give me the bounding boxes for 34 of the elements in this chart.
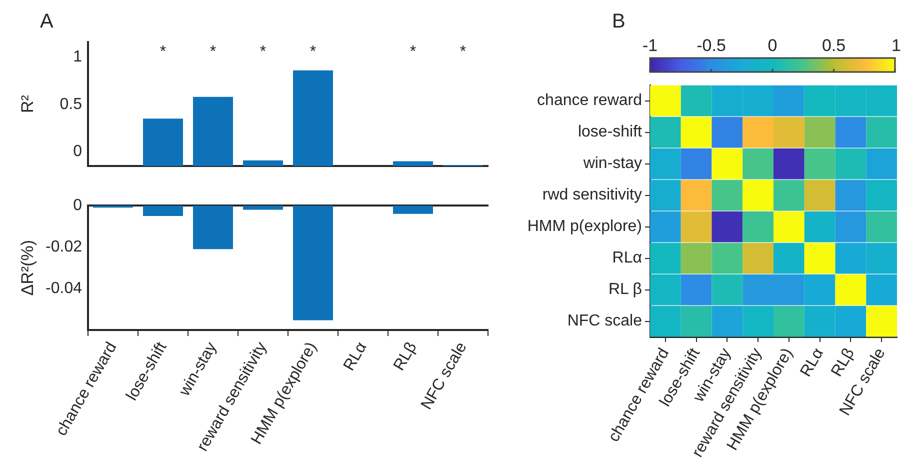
y-tick-label: NFC scale xyxy=(567,312,642,330)
y-tick-label: 0 xyxy=(73,143,82,160)
color-bar-label: 1 xyxy=(892,36,901,56)
annotation: * xyxy=(310,43,316,60)
y-tick-label: 1 xyxy=(73,48,82,66)
y-tick-label: 0 xyxy=(73,197,82,214)
chart-title: A xyxy=(40,10,54,33)
bar xyxy=(393,161,433,166)
y-tick-label: chance reward xyxy=(537,92,642,110)
y-tick-label: lose-shift xyxy=(578,124,643,141)
chart-title: B xyxy=(612,10,626,33)
y-tick-label: rwd sensitivity xyxy=(542,186,642,204)
y-tick-label: RL β xyxy=(608,281,642,298)
color-bar-label: -0.5 xyxy=(696,36,726,56)
color-bar-label: -1 xyxy=(642,36,658,56)
bar xyxy=(293,70,333,166)
y-axis-title: ΔR²(%) xyxy=(18,240,37,296)
y-tick-label: -0.04 xyxy=(46,280,82,297)
y-tick-label: HMM p(explore) xyxy=(527,218,642,236)
bar xyxy=(193,96,233,166)
annotation: * xyxy=(160,43,166,60)
annotation: * xyxy=(210,43,216,60)
annotation: * xyxy=(260,43,266,60)
bar xyxy=(143,118,183,166)
y-tick-label: -0.02 xyxy=(46,238,82,256)
annotation: * xyxy=(410,43,416,60)
annotation: * xyxy=(460,43,466,60)
y-axis-title: R² xyxy=(18,94,37,113)
color-bar-label: 0.5 xyxy=(822,36,846,56)
y-tick-label: RLα xyxy=(612,250,642,267)
y-tick-label: win-stay xyxy=(582,155,642,172)
color-bar-label: 0 xyxy=(768,36,778,56)
y-tick-label: 0.5 xyxy=(60,96,82,113)
bar xyxy=(243,160,283,166)
